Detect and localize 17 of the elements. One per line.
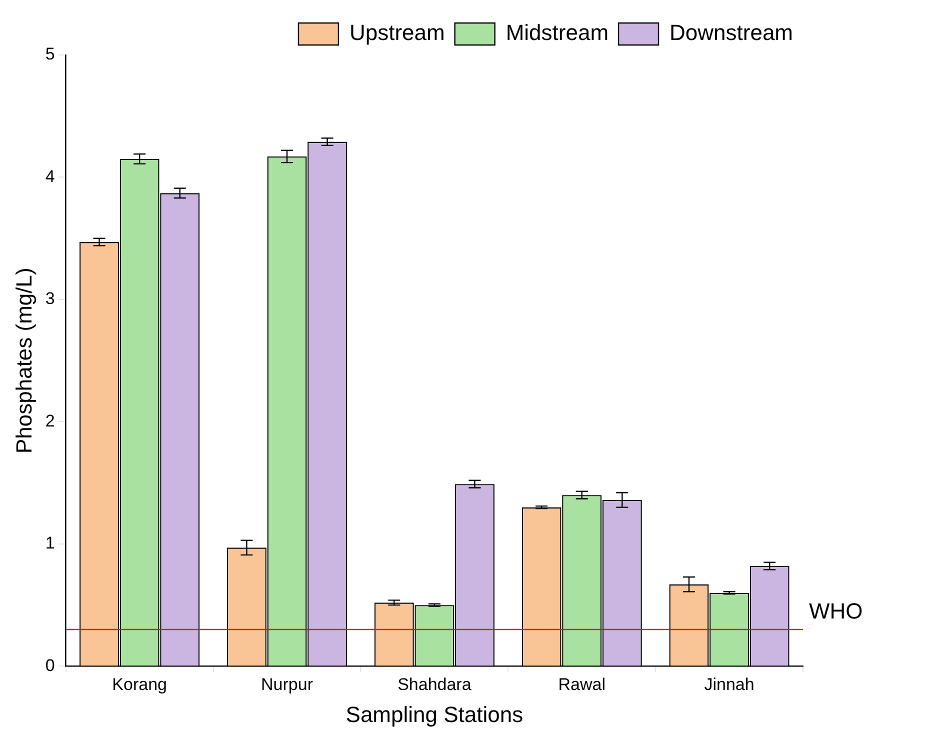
legend-label: Upstream xyxy=(349,20,445,46)
y-tick-label: 4 xyxy=(45,166,55,186)
x-tick-label: Rawal xyxy=(558,675,606,694)
y-axis-title: Phosphates (mg/L) xyxy=(11,268,36,454)
legend-label: Downstream xyxy=(670,20,794,46)
y-tick-label: 5 xyxy=(45,44,55,64)
x-tick-label: Nurpur xyxy=(261,675,314,694)
legend-label: Midstream xyxy=(506,20,609,46)
x-tick-label: Jinnah xyxy=(704,675,754,694)
ref-line-label: WHO xyxy=(809,598,863,624)
y-tick-label: 1 xyxy=(45,534,55,553)
y-tick-label: 0 xyxy=(45,656,55,675)
y-tick-label: 2 xyxy=(45,411,55,430)
y-tick-label: 3 xyxy=(45,289,55,308)
x-axis-title: Sampling Stations xyxy=(346,702,524,727)
x-tick-label: Korang xyxy=(112,675,167,694)
x-tick-label: Shahdara xyxy=(398,675,472,694)
